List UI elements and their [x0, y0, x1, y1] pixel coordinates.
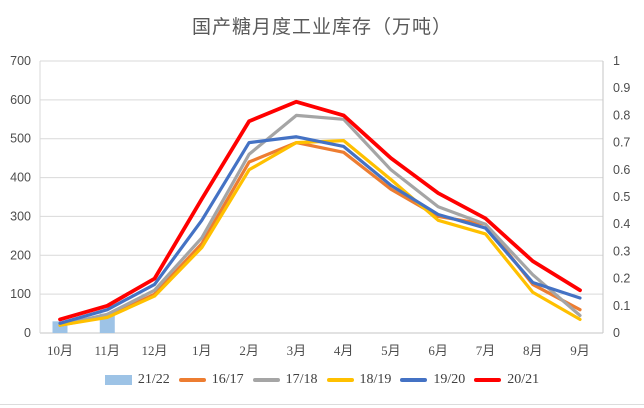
- month-label: 11月: [95, 343, 121, 358]
- left-axis-tick-label: 300: [10, 209, 31, 223]
- right-axis-tick-label: 0.1: [613, 299, 630, 313]
- left-axis-tick-label: 400: [10, 171, 31, 185]
- month-label: 5月: [381, 343, 401, 358]
- bar-21-22: [52, 321, 68, 333]
- legend-label: 21/22: [137, 372, 170, 387]
- month-label: 4月: [334, 343, 354, 358]
- line-20-21: [58, 99, 582, 322]
- left-axis-tick-label: 600: [10, 93, 31, 107]
- chart-title: 国产糖月度工业库存（万吨）: [191, 17, 452, 38]
- left-axis-tick-label: 500: [10, 132, 31, 146]
- legend-label: 19/20: [433, 372, 466, 387]
- month-label: 9月: [570, 343, 590, 358]
- legend-label: 17/18: [285, 372, 318, 387]
- legend: 21/22 16/17 17/18 18/19 19/20 20/21: [0, 372, 644, 388]
- line-swatch-icon: [252, 378, 280, 382]
- legend-item-16-17: 16/17: [178, 372, 244, 388]
- month-label: 8月: [523, 343, 543, 358]
- line-swatch-icon: [400, 378, 428, 382]
- line-17-18: [58, 113, 582, 327]
- right-axis-tick-label: 0.5: [613, 190, 630, 204]
- right-axis-tick-label: 0.7: [613, 136, 630, 150]
- month-label: 6月: [428, 343, 448, 358]
- legend-item-20-21: 20/21: [474, 372, 539, 388]
- legend-label: 20/21: [507, 372, 540, 387]
- right-axis-tick-label: 0.8: [613, 108, 630, 122]
- left-axis-tick-label: 0: [24, 326, 31, 340]
- left-axis-tick-label: 200: [10, 248, 31, 262]
- chart-bottom-border: [0, 404, 644, 405]
- legend-item-18-19: 18/19: [326, 372, 392, 388]
- right-axis-tick-label: 0.4: [613, 217, 630, 231]
- legend-item-17-18: 17/18: [252, 372, 318, 388]
- line-swatch-icon: [326, 378, 354, 382]
- line-swatch-icon: [178, 378, 206, 382]
- month-label: 10月: [47, 343, 73, 358]
- right-axis-tick-label: 0.9: [613, 81, 630, 95]
- right-axis-tick-label: 0.3: [613, 244, 630, 258]
- month-label: 7月: [476, 343, 496, 358]
- month-label: 3月: [287, 343, 307, 358]
- month-label: 1月: [192, 343, 212, 358]
- legend-item-21-22: 21/22: [104, 372, 170, 388]
- right-axis-tick-label: 0.6: [613, 163, 630, 177]
- legend-label: 16/17: [211, 372, 244, 387]
- legend-label: 18/19: [359, 372, 392, 387]
- left-axis-tick-label: 700: [10, 54, 31, 68]
- line-19-20: [58, 135, 582, 325]
- left-axis-tick-label: 100: [10, 287, 31, 301]
- legend-item-19-20: 19/20: [400, 372, 465, 388]
- right-axis-tick-label: 0.2: [613, 272, 630, 286]
- right-axis-tick-label: 1: [613, 54, 620, 68]
- month-label: 12月: [142, 343, 168, 358]
- line-swatch-icon: [474, 378, 502, 382]
- bar-swatch-icon: [104, 375, 132, 385]
- right-axis-tick-label: 0: [613, 326, 620, 340]
- month-label: 2月: [239, 343, 259, 358]
